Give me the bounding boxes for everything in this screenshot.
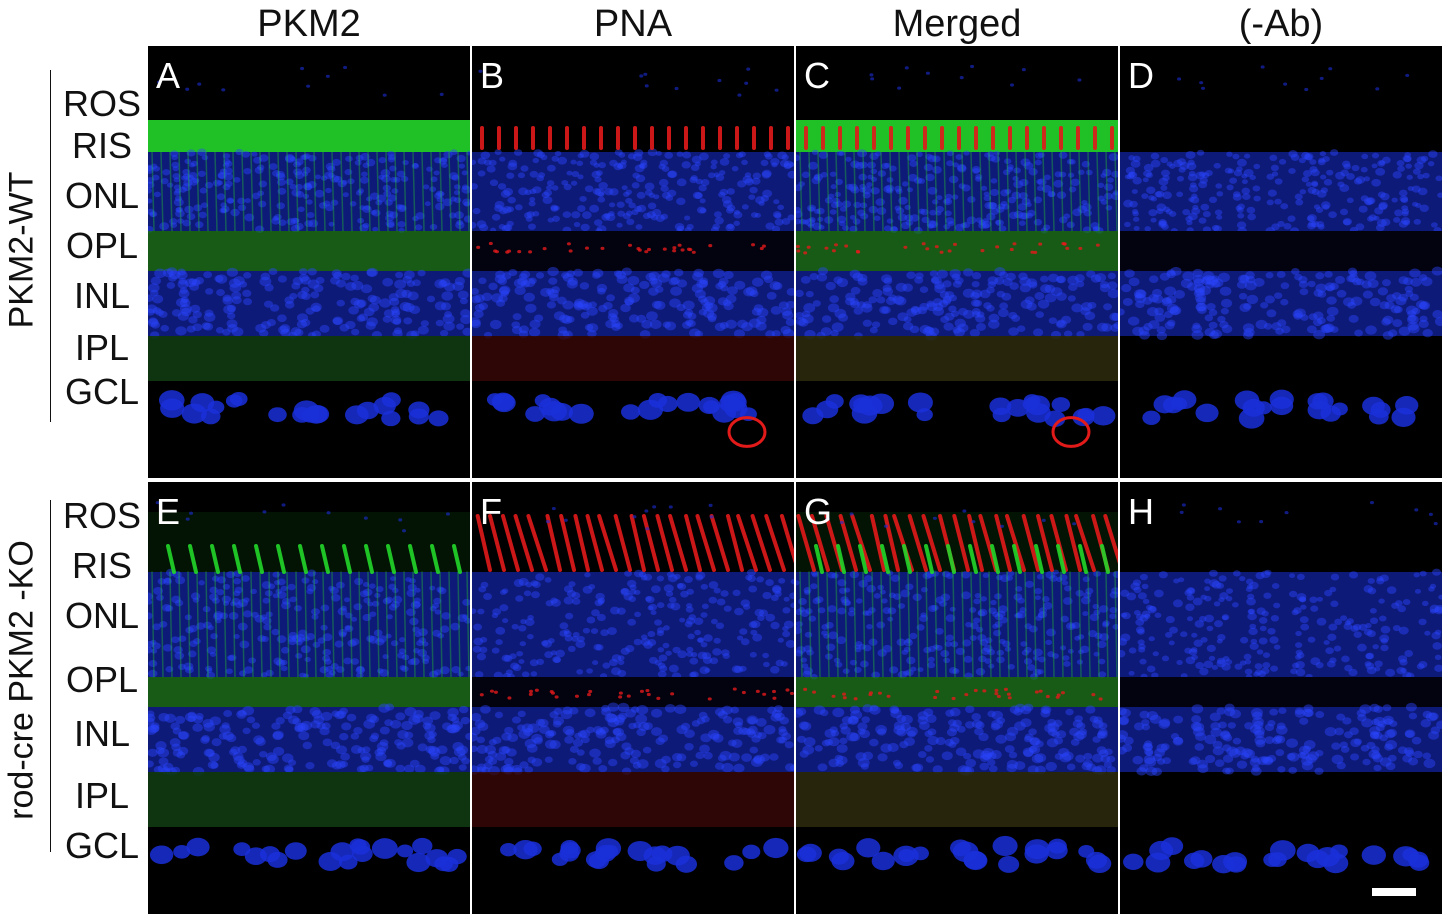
micrograph-c [796, 64, 1118, 448]
layer-label-opl-2: OPL [65, 659, 139, 700]
micrograph-b [472, 67, 794, 448]
micrograph-e [148, 501, 470, 873]
row-bracket-wt [50, 70, 51, 422]
layer-label-inl-2: INL [73, 713, 131, 754]
column-title-pna: PNA [593, 3, 673, 45]
panel-h-no-antibody-ko: H [1120, 482, 1442, 914]
panel-letter-a: A [156, 55, 181, 96]
panel-letter-g: G [804, 491, 833, 532]
panel-c-merged-wt: C [796, 46, 1118, 478]
row-bracket-ko [50, 500, 51, 852]
layer-label-ipl-2: IPL [74, 775, 130, 816]
layer-label-ros-2: ROS [62, 495, 141, 536]
panel-letter-e: E [156, 491, 181, 532]
layer-label-onl-1: ONL [64, 175, 140, 216]
layer-label-gcl-1: GCL [64, 371, 140, 412]
panel-letter-d: D [1128, 55, 1154, 96]
column-title-pkm2: PKM2 [257, 3, 361, 45]
layer-label-ris-2: RIS [71, 545, 132, 586]
micrograph-g [796, 509, 1118, 874]
layer-label-ros-1: ROS [62, 83, 141, 124]
micrograph-d [1120, 65, 1442, 429]
panel-a-pkm2-wt: A [148, 46, 470, 478]
row-label-ko: rod-cre PKM2 -KO [2, 540, 41, 820]
layer-label-gcl-2: GCL [64, 825, 140, 866]
panel-letter-f: F [480, 491, 502, 532]
panel-b-pna-wt: B [472, 46, 794, 478]
panel-letter-c: C [804, 55, 830, 96]
layer-label-onl-2: ONL [64, 595, 140, 636]
column-title-merged: Merged [892, 3, 1022, 45]
micrograph-h [1120, 501, 1442, 874]
panel-letter-b: B [480, 55, 505, 96]
row-label-wt-container: PKM2-WT [0, 70, 44, 430]
row-label-wt: PKM2-WT [2, 171, 41, 329]
layer-label-ris-1: RIS [71, 125, 132, 166]
column-title-no-antibody: (-Ab) [1238, 3, 1324, 45]
layer-label-ipl-1: IPL [74, 327, 130, 368]
layer-label-opl-1: OPL [65, 225, 139, 266]
micrograph-a [148, 65, 470, 427]
panel-e-pkm2-ko: E [148, 482, 470, 914]
panel-g-merged-ko: G [796, 482, 1118, 914]
scale-bar [1372, 888, 1416, 896]
panel-f-pna-ko: F [472, 482, 794, 914]
micrograph-f [472, 503, 794, 873]
layer-label-inl-1: INL [73, 275, 131, 316]
panel-letter-h: H [1128, 491, 1154, 532]
panel-d-no-antibody-wt: D [1120, 46, 1442, 478]
row-label-ko-container: rod-cre PKM2 -KO [0, 500, 44, 860]
